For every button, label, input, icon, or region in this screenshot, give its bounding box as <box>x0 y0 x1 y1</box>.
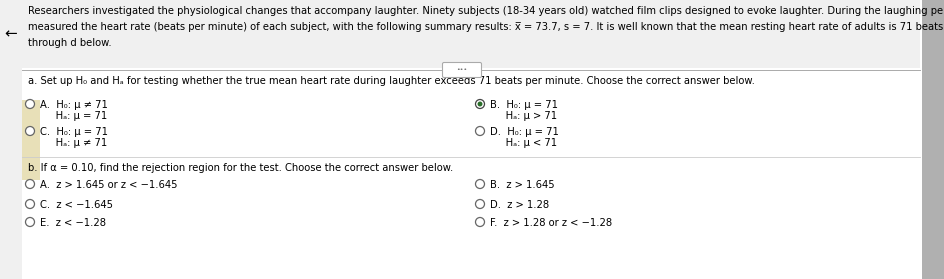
Text: Hₐ: μ > 71: Hₐ: μ > 71 <box>490 111 557 121</box>
Circle shape <box>476 179 484 189</box>
Bar <box>922 0 944 279</box>
Bar <box>0 0 22 279</box>
Text: C.  H₀: μ = 71: C. H₀: μ = 71 <box>40 127 108 137</box>
Circle shape <box>476 199 484 208</box>
Text: •••: ••• <box>456 68 467 73</box>
Circle shape <box>478 102 482 107</box>
Text: Hₐ: μ = 71: Hₐ: μ = 71 <box>40 111 108 121</box>
Text: D.  z > 1.28: D. z > 1.28 <box>490 200 549 210</box>
Circle shape <box>25 100 35 109</box>
Text: D.  H₀: μ = 71: D. H₀: μ = 71 <box>490 127 559 137</box>
Text: a. Set up H₀ and Hₐ for testing whether the true mean heart rate during laughter: a. Set up H₀ and Hₐ for testing whether … <box>28 76 755 86</box>
Circle shape <box>25 179 35 189</box>
Circle shape <box>476 100 484 109</box>
Text: measured the heart rate (beats per minute) of each subject, with the following s: measured the heart rate (beats per minut… <box>28 22 944 32</box>
FancyBboxPatch shape <box>443 62 481 78</box>
Bar <box>0 0 920 68</box>
Text: B.  z > 1.645: B. z > 1.645 <box>490 180 555 190</box>
Text: B.  H₀: μ = 71: B. H₀: μ = 71 <box>490 100 558 110</box>
Text: F.  z > 1.28 or z < −1.28: F. z > 1.28 or z < −1.28 <box>490 218 612 228</box>
Text: Researchers investigated the physiological changes that accompany laughter. Nine: Researchers investigated the physiologic… <box>28 6 944 16</box>
Text: b. If α = 0.10, find the rejection region for the test. Choose the correct answe: b. If α = 0.10, find the rejection regio… <box>28 163 453 173</box>
Text: ←: ← <box>5 27 17 42</box>
Circle shape <box>25 218 35 227</box>
Text: Hₐ: μ < 71: Hₐ: μ < 71 <box>490 138 557 148</box>
Circle shape <box>25 199 35 208</box>
Bar <box>22 100 40 180</box>
Circle shape <box>476 218 484 227</box>
Text: A.  z > 1.645 or z < −1.645: A. z > 1.645 or z < −1.645 <box>40 180 177 190</box>
Text: Hₐ: μ ≠ 71: Hₐ: μ ≠ 71 <box>40 138 108 148</box>
Circle shape <box>476 126 484 136</box>
Text: E.  z < −1.28: E. z < −1.28 <box>40 218 106 228</box>
Text: A.  H₀: μ ≠ 71: A. H₀: μ ≠ 71 <box>40 100 108 110</box>
Circle shape <box>25 126 35 136</box>
Text: through d below.: through d below. <box>28 38 111 48</box>
Text: C.  z < −1.645: C. z < −1.645 <box>40 200 113 210</box>
